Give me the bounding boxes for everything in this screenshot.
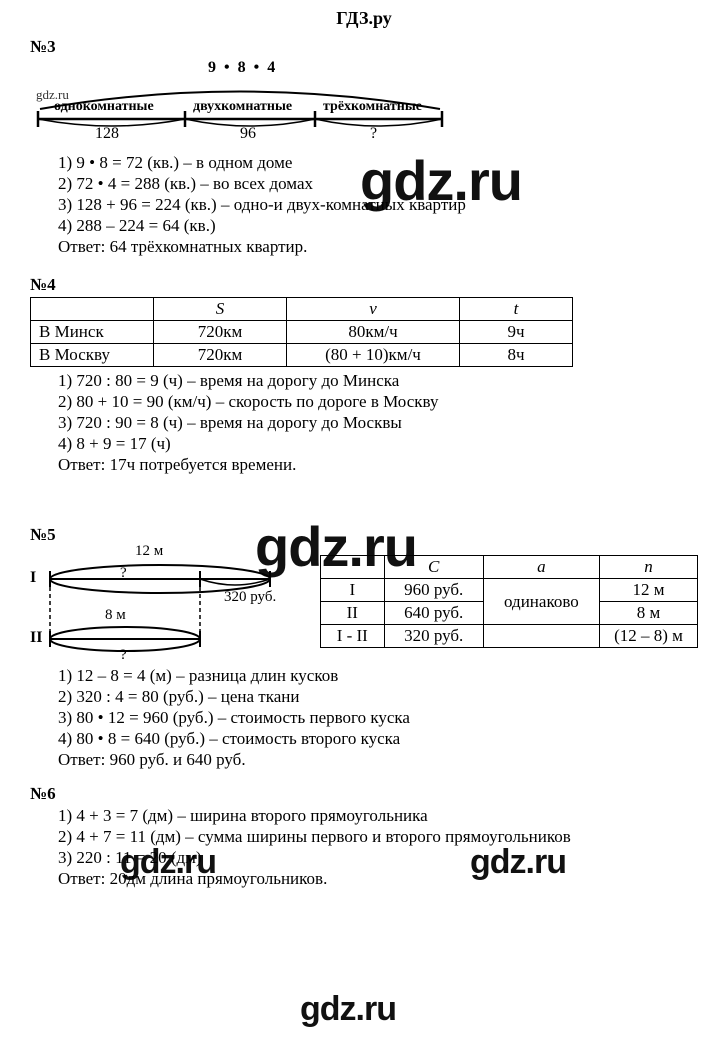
cell: 80км/ч	[287, 321, 460, 344]
cell: 720км	[154, 344, 287, 367]
cell: t	[460, 298, 573, 321]
cell: C	[384, 556, 483, 579]
task3-diagram: 9 • 8 • 4 gdz.ru однокомнатные двухкомна…	[30, 59, 460, 149]
task5-d-q2: ?	[120, 647, 127, 664]
task6-step: 1) 4 + 3 = 7 (дм) – ширина второго прямо…	[58, 806, 698, 826]
task3-step: 2) 72 • 4 = 288 (кв.) – во всех домах	[58, 174, 698, 194]
task3-step: 1) 9 • 8 = 72 (кв.) – в одном доме	[58, 153, 698, 173]
task5-step: 3) 80 • 12 = 960 (руб.) – стоимость перв…	[58, 708, 698, 728]
task5-step: 2) 320 : 4 = 80 (руб.) – цена ткани	[58, 687, 698, 707]
task5-diagram: 12 м ? 320 руб. 8 м ? I II	[30, 547, 300, 665]
page: ГДЗ.ру №3 9 • 8 • 4 gdz.ru однокомнатные…	[0, 0, 720, 910]
cell: (12 – 8) м	[599, 625, 697, 648]
watermark: gdz.ru	[300, 990, 396, 1029]
task5-step: 1) 12 – 8 = 4 (м) – разница длин кусков	[58, 666, 698, 686]
table-row: I - II 320 руб. (12 – 8) м	[321, 625, 698, 648]
cell: 8ч	[460, 344, 573, 367]
task4-label: №4	[30, 275, 698, 295]
task3-label: №3	[30, 37, 698, 57]
table-row: C a n	[321, 556, 698, 579]
cell: 720км	[154, 321, 287, 344]
task4-steps: 1) 720 : 80 = 9 (ч) – время на дорогу до…	[30, 371, 698, 475]
cell: одинаково	[483, 579, 599, 625]
task4-answer: Ответ: 17ч потребуется времени.	[58, 455, 698, 475]
task5-label: №5	[30, 525, 698, 545]
task3-seg1: однокомнатные	[54, 99, 154, 115]
cell: 9ч	[460, 321, 573, 344]
task5-d-mid: 8 м	[105, 607, 126, 624]
task6-step: 3) 220 : 11 = 20 (дм)	[58, 848, 698, 868]
cell	[483, 625, 599, 648]
task3-answer: Ответ: 64 трёхкомнатных квартир.	[58, 237, 698, 257]
cell: I - II	[321, 625, 385, 648]
task5-step: 4) 80 • 8 = 640 (руб.) – стоимость второ…	[58, 729, 698, 749]
task4-step: 4) 8 + 9 = 17 (ч)	[58, 434, 698, 454]
task3-steps: 1) 9 • 8 = 72 (кв.) – в одном доме 2) 72…	[30, 153, 698, 257]
cell: В Москву	[31, 344, 154, 367]
task5-svg	[30, 547, 300, 665]
cell: I	[321, 579, 385, 602]
task3-val2: 96	[240, 125, 256, 143]
task5-steps: 1) 12 – 8 = 4 (м) – разница длин кусков …	[30, 666, 698, 770]
cell: S	[154, 298, 287, 321]
task5-answer: Ответ: 960 руб. и 640 руб.	[58, 750, 698, 770]
task3-seg3: трёхкомнатные	[323, 99, 422, 115]
task4-step: 2) 80 + 10 = 90 (км/ч) – скорость по дор…	[58, 392, 698, 412]
task5-d-q1: ?	[120, 565, 127, 582]
cell: II	[321, 602, 385, 625]
cell: n	[599, 556, 697, 579]
cell	[321, 556, 385, 579]
task6-label: №6	[30, 784, 698, 804]
cell	[31, 298, 154, 321]
task5-table: C a n I 960 руб. одинаково 12 м II 640 р…	[320, 555, 698, 648]
task5-d-top: 12 м	[135, 543, 163, 560]
table-row: В Москву 720км (80 + 10)км/ч 8ч	[31, 344, 573, 367]
cell: 640 руб.	[384, 602, 483, 625]
cell: (80 + 10)км/ч	[287, 344, 460, 367]
task3-val3: ?	[370, 125, 377, 143]
cell: В Минск	[31, 321, 154, 344]
table-row: В Минск 720км 80км/ч 9ч	[31, 321, 573, 344]
task4-table: S v t В Минск 720км 80км/ч 9ч В Москву 7…	[30, 297, 573, 367]
task5-roman2: II	[30, 629, 42, 647]
table-row: I 960 руб. одинаково 12 м	[321, 579, 698, 602]
cell: v	[287, 298, 460, 321]
cell: 8 м	[599, 602, 697, 625]
task5-row: 12 м ? 320 руб. 8 м ? I II C a n I 960 р…	[30, 547, 698, 665]
task4-step: 3) 720 : 90 = 8 (ч) – время на дорогу до…	[58, 413, 698, 433]
cell: 320 руб.	[384, 625, 483, 648]
task5-roman1: I	[30, 569, 36, 587]
cell: 12 м	[599, 579, 697, 602]
table-row: S v t	[31, 298, 573, 321]
task6-answer: Ответ: 20дм длина прямоугольников.	[58, 869, 698, 889]
task5-d-diff: 320 руб.	[224, 589, 276, 606]
task3-step: 3) 128 + 96 = 224 (кв.) – одно-и двух-ко…	[58, 195, 698, 215]
task6-steps: 1) 4 + 3 = 7 (дм) – ширина второго прямо…	[30, 806, 698, 889]
cell: a	[483, 556, 599, 579]
task3-step: 4) 288 – 224 = 64 (кв.)	[58, 216, 698, 236]
task3-val1: 128	[95, 125, 119, 143]
task4-step: 1) 720 : 80 = 9 (ч) – время на дорогу до…	[58, 371, 698, 391]
cell: 960 руб.	[384, 579, 483, 602]
task6-step: 2) 4 + 7 = 11 (дм) – сумма ширины первог…	[58, 827, 698, 847]
site-header: ГДЗ.ру	[30, 8, 698, 29]
task3-seg2: двухкомнатные	[193, 99, 292, 115]
